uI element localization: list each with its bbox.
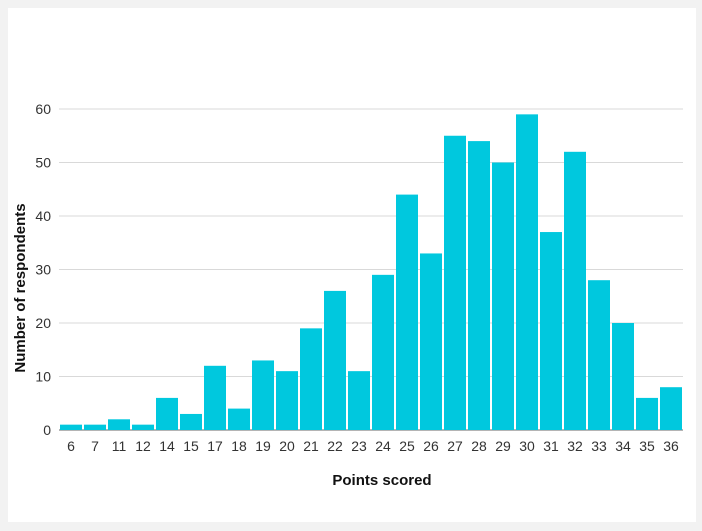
x-tick-label: 18 <box>231 438 247 454</box>
bar-chart: 0 10 20 30 40 50 60 6 7 11 12 14 15 17 18 19 20 21 22 23 24… <box>12 101 683 489</box>
bar-33 <box>588 280 610 430</box>
x-tick-label: 14 <box>159 438 175 454</box>
bar-6 <box>60 424 82 430</box>
bar-27 <box>444 135 466 430</box>
bar-25 <box>396 194 418 430</box>
bar-20 <box>276 371 298 430</box>
y-tick-label: 40 <box>35 208 51 224</box>
x-tick-label: 12 <box>135 438 151 454</box>
bar-11 <box>108 419 130 430</box>
bar-15 <box>180 413 202 430</box>
bar-12 <box>132 424 154 430</box>
x-tick-label: 15 <box>183 438 199 454</box>
bar-34 <box>612 323 634 430</box>
x-tick-label: 26 <box>423 438 439 454</box>
x-tick-label: 7 <box>91 438 99 454</box>
bars <box>60 114 682 431</box>
x-tick-label: 33 <box>591 438 607 454</box>
y-tick-label: 50 <box>35 155 51 171</box>
bar-21 <box>300 328 322 430</box>
x-tick-label: 19 <box>255 438 271 454</box>
bar-26 <box>420 253 442 430</box>
x-tick-label: 32 <box>567 438 583 454</box>
x-tick-label: 23 <box>351 438 367 454</box>
bar-7 <box>84 424 106 430</box>
x-tick-label: 35 <box>639 438 655 454</box>
x-axis-title: Points scored <box>332 472 431 489</box>
x-axis-ticks: 6 7 11 12 14 15 17 18 19 20 21 22 23 24 25 26 27 28 29 30 31… <box>67 438 679 454</box>
y-axis-title: Number of respondents <box>12 203 29 372</box>
bar-17 <box>204 365 226 430</box>
bar-23 <box>348 371 370 430</box>
bar-32 <box>564 151 586 431</box>
bar-36 <box>660 387 682 430</box>
x-tick-label: 36 <box>663 438 679 454</box>
x-tick-label: 21 <box>303 438 319 454</box>
bar-28 <box>468 141 490 430</box>
y-tick-label: 10 <box>35 369 51 385</box>
x-tick-label: 6 <box>67 438 75 454</box>
x-tick-label: 24 <box>375 438 391 454</box>
x-tick-label: 34 <box>615 438 631 454</box>
y-tick-label: 60 <box>35 101 51 117</box>
y-tick-label: 30 <box>35 262 51 278</box>
x-tick-label: 25 <box>399 438 415 454</box>
chart-card: 0 10 20 30 40 50 60 6 7 11 12 14 15 17 18 19 20 21 22 23 24… <box>8 8 696 522</box>
bar-31 <box>540 232 562 430</box>
x-tick-label: 11 <box>112 438 127 454</box>
bar-29 <box>492 162 514 430</box>
x-tick-label: 29 <box>495 438 511 454</box>
bar-19 <box>252 360 274 430</box>
y-tick-label: 20 <box>35 315 51 331</box>
x-tick-label: 27 <box>447 438 463 454</box>
x-tick-label: 31 <box>543 438 559 454</box>
x-tick-label: 17 <box>207 438 223 454</box>
bar-18 <box>228 408 250 430</box>
x-tick-label: 28 <box>471 438 487 454</box>
bar-35 <box>636 397 658 430</box>
x-tick-label: 30 <box>519 438 535 454</box>
bar-30 <box>516 114 538 430</box>
x-tick-label: 22 <box>327 438 343 454</box>
x-tick-label: 20 <box>279 438 295 454</box>
bar-24 <box>372 274 394 430</box>
bar-14 <box>156 397 178 430</box>
y-tick-label: 0 <box>43 422 51 438</box>
bar-22 <box>324 290 346 430</box>
y-axis-ticks: 0 10 20 30 40 50 60 <box>35 101 51 438</box>
